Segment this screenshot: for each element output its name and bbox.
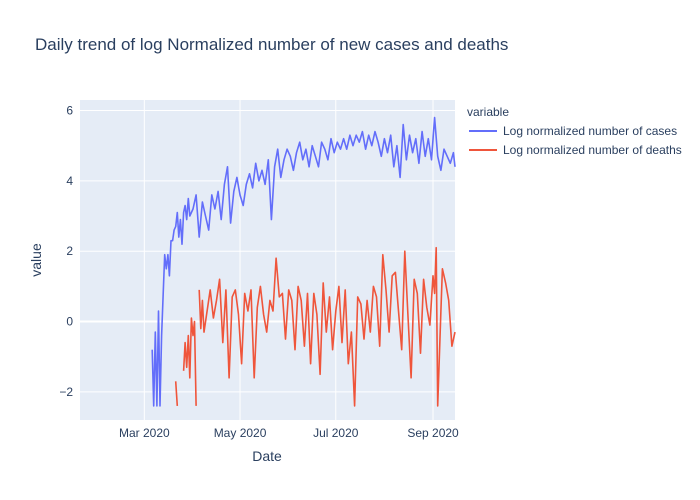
y-axis-label: value <box>28 243 44 277</box>
x-tick-label: Jul 2020 <box>313 426 359 440</box>
legend-label: Log normalized number of deaths <box>503 143 682 157</box>
y-tick-label: 4 <box>66 174 73 188</box>
x-tick-label: Mar 2020 <box>119 426 170 440</box>
y-tick-label: −2 <box>59 385 73 399</box>
x-tick-label: May 2020 <box>214 426 267 440</box>
legend-label: Log normalized number of cases <box>503 124 677 138</box>
y-tick-label: 6 <box>66 104 73 118</box>
plot-area[interactable] <box>80 100 455 420</box>
chart-title: Daily trend of log Normalized number of … <box>35 35 508 54</box>
x-tick-label: Sep 2020 <box>407 426 459 440</box>
y-tick-label: 2 <box>66 244 73 258</box>
legend-title: variable <box>467 105 509 119</box>
y-tick-label: 0 <box>66 315 73 329</box>
x-axis-label: Date <box>252 448 282 464</box>
